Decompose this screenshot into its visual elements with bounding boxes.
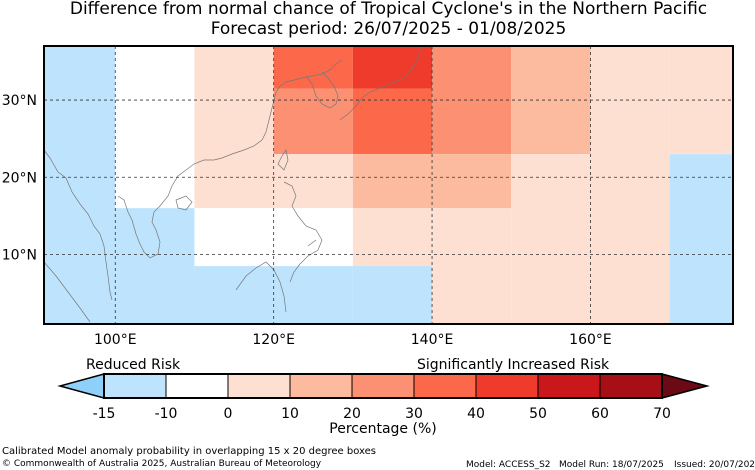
colorbar-tick-label: 70 [653,406,671,422]
longitude-label: 100°E [94,332,137,348]
coastline-sumatra [43,261,91,323]
anomaly-cell [352,208,433,267]
colorbar-tick-label: 60 [591,406,609,422]
anomaly-cell [273,266,353,324]
longitude-label: 140°E [411,332,454,348]
anomaly-cell [352,154,433,209]
anomaly-cell [273,154,353,209]
anomaly-cell [352,266,433,324]
colorbar-segment [165,373,229,399]
anomaly-cell [511,154,591,324]
copyright-note: © Commonwealth of Australia 2025, Austra… [2,459,322,469]
anomaly-cell [194,208,274,267]
longitude-labels: 100°E 120°E 140°E 160°E [94,332,612,348]
anomaly-cells [44,46,733,324]
reduced-risk-label: Reduced Risk [86,357,181,373]
latitude-label: 10°N [2,248,37,264]
anomaly-cell [432,208,512,324]
map-frame [43,45,734,325]
latitude-label: 30°N [2,93,37,109]
anomaly-cell [115,46,195,209]
coastlines [43,45,423,323]
coastline-japan [339,45,423,121]
colorbar-tick-label: 40 [467,406,485,422]
colorbar-segment [289,373,353,399]
colorbar-tick-label: 10 [281,406,299,422]
colorbar-tick-label: 50 [529,406,547,422]
latitude-labels: 30°N 20°N 10°N [2,93,37,263]
colorbar-segment [413,373,477,399]
coastline-borneo [235,261,287,313]
method-note: Calibrated Model anomaly probability in … [2,446,377,457]
map-gridlines [44,46,733,324]
colorbar [57,373,710,399]
longitude-label: 120°E [252,332,295,348]
coastline-mainland [43,59,343,301]
colorbar-segment [475,373,539,399]
anomaly-cell [352,46,433,89]
anomaly-cell [352,88,433,155]
colorbar-over-arrow [661,373,710,399]
colorbar-tick-label: 0 [223,406,233,422]
anomaly-cell [273,88,353,155]
title-line-1: Difference from normal chance of Tropica… [69,0,708,19]
model-run-date: Model Run: 18/07/2025 [559,460,664,470]
anomaly-cell [194,266,274,324]
anomaly-cell [273,46,353,89]
coastline-taiwan [277,149,289,171]
colorbar-tick-label: 20 [343,406,361,422]
anomaly-cell [590,46,670,89]
colorbar-segment [227,373,291,399]
colorbar-under-arrow [57,373,105,399]
colorbar-unit-label: Percentage (%) [329,421,437,437]
colorbar-tick-label: -10 [154,406,178,422]
longitude-label: 160°E [569,332,612,348]
colorbar-segment [103,373,167,399]
anomaly-cell [44,46,116,324]
latitude-label: 20°N [2,170,37,186]
colorbar-tick-label: -15 [92,406,116,422]
coastline-korea [305,71,339,109]
coastline-philippines [283,181,323,283]
anomaly-cell [273,208,353,267]
anomaly-cell [194,46,274,209]
model-name: Model: ACCESS_S2 [466,460,551,470]
colorbar-segment [351,373,415,399]
issued-date: Issued: 20/07/2025 [674,460,755,470]
anomaly-cell [432,154,512,209]
colorbar-outline [103,373,663,399]
colorbar-tick-label: 30 [405,406,423,422]
colorbar-segment [537,373,601,399]
increased-risk-label: Significantly Increased Risk [417,357,610,373]
title-line-2: Forecast period: 26/07/2025 - 01/08/2025 [210,19,567,39]
anomaly-cell [590,88,670,324]
anomaly-cell [115,208,195,324]
anomaly-cell [669,154,733,324]
coastline-hainan [175,195,193,211]
colorbar-segment [599,373,663,399]
